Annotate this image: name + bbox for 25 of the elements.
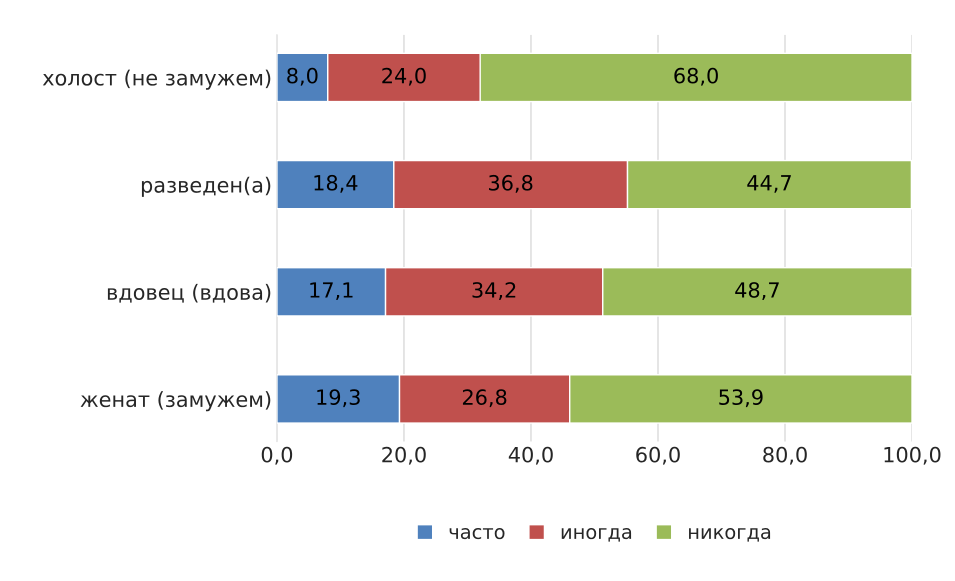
x-tick-label: 60,0 [636, 446, 680, 465]
x-tick-label: 100,0 [884, 446, 940, 465]
data-label: 26,8 [462, 389, 506, 408]
y-tick-label: разведен(а) [142, 176, 270, 197]
x-tick-label: 0,0 [262, 446, 292, 465]
data-label: 53,9 [719, 389, 763, 408]
data-label: 24,0 [382, 68, 426, 86]
data-label: 17,1 [310, 282, 353, 300]
x-tick-label: 80,0 [763, 446, 807, 465]
data-label: 19,3 [317, 389, 360, 408]
data-label: 44,7 [747, 175, 791, 193]
data-label: 36,8 [489, 174, 532, 193]
y-tick-label: женат (замужем) [80, 391, 270, 412]
data-label: 68,0 [674, 68, 718, 86]
legend-label: часто [450, 528, 504, 540]
y-tick-label: холост (не замужем) [42, 70, 270, 90]
data-label: 34,2 [472, 282, 516, 300]
data-label: 18,4 [314, 174, 358, 193]
legend-label: иногда [562, 528, 632, 542]
x-tick-label: 40,0 [508, 446, 553, 465]
legend-label: никогда [689, 528, 770, 542]
data-label: 48,7 [735, 282, 779, 300]
x-tick-label: 20,0 [382, 446, 426, 465]
y-tick-label: вдовец (вдова) [108, 284, 270, 303]
data-label: 8,0 [287, 68, 318, 86]
